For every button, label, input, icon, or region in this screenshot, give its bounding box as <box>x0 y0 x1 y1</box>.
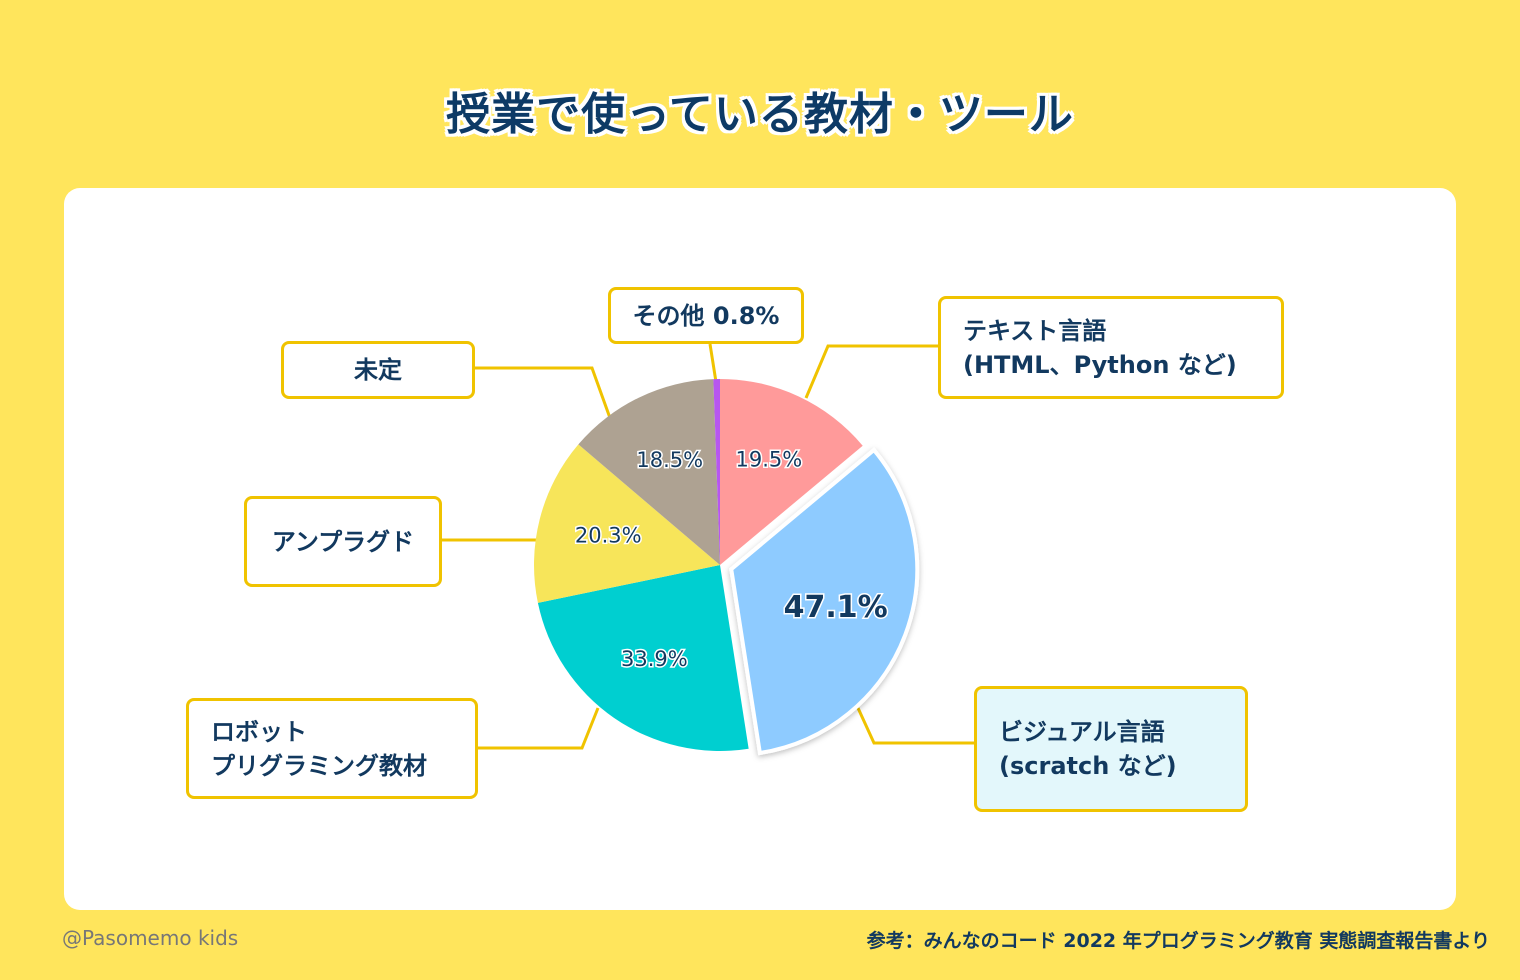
pie-slice-text-language <box>720 379 863 565</box>
callout-unplugged-label: アンプラグド <box>271 527 415 556</box>
footer-credit: @Pasomemo kids <box>62 926 239 950</box>
callout-visual-language: ビジュアル言語 (scratch など) <box>974 686 1248 812</box>
pie-value-label-unplugged: 20.3% <box>575 523 642 547</box>
callout-robot-programming: ロボット プリグラミング教材 <box>186 698 478 799</box>
leader-line-visual-language <box>856 707 974 745</box>
pie-slice-unplugged <box>534 444 720 603</box>
pie-value-label-text-language: 19.5% <box>735 448 802 472</box>
callout-visual-language-line2: (scratch など) <box>999 752 1177 780</box>
callout-visual-language-line1: ビジュアル言語 <box>999 718 1165 746</box>
callout-robot-programming-line2: プリグラミング教材 <box>211 751 427 780</box>
callout-text-language-line1: テキスト言語 <box>963 316 1107 345</box>
pie-value-label-robot-programming: 33.9% <box>621 647 688 671</box>
chart-title: 授業で使っている教材・ツール <box>446 89 1074 140</box>
footer-source: 参考：みんなのコード 2022 年プログラミング教育 実態調査報告書より <box>866 930 1490 952</box>
pie-slice-robot-programming <box>537 565 749 751</box>
callout-text-language-line2: (HTML、Python など) <box>963 350 1237 379</box>
pie-slice-visual-language <box>729 447 920 756</box>
callout-text-language: テキスト言語 (HTML、Python など) <box>938 296 1284 399</box>
leader-line-robot-programming <box>478 707 600 750</box>
leader-line-other <box>708 343 718 383</box>
callout-unplugged: アンプラグド <box>244 496 442 587</box>
pie-slice-other <box>713 379 720 565</box>
pie-value-label-undecided: 18.5% <box>636 448 703 472</box>
callout-undecided: 未定 <box>281 341 475 399</box>
callout-other: その他 0.8% <box>608 287 804 344</box>
pie-slice-undecided <box>578 379 720 565</box>
callout-undecided-label: 未定 <box>354 356 402 384</box>
callout-other-label: その他 0.8% <box>632 301 780 330</box>
leader-line-text-language <box>804 344 938 399</box>
pie-value-label-visual-language: 47.1% <box>784 590 888 625</box>
callout-robot-programming-line1: ロボット <box>211 717 307 746</box>
leader-line-undecided <box>475 366 612 419</box>
